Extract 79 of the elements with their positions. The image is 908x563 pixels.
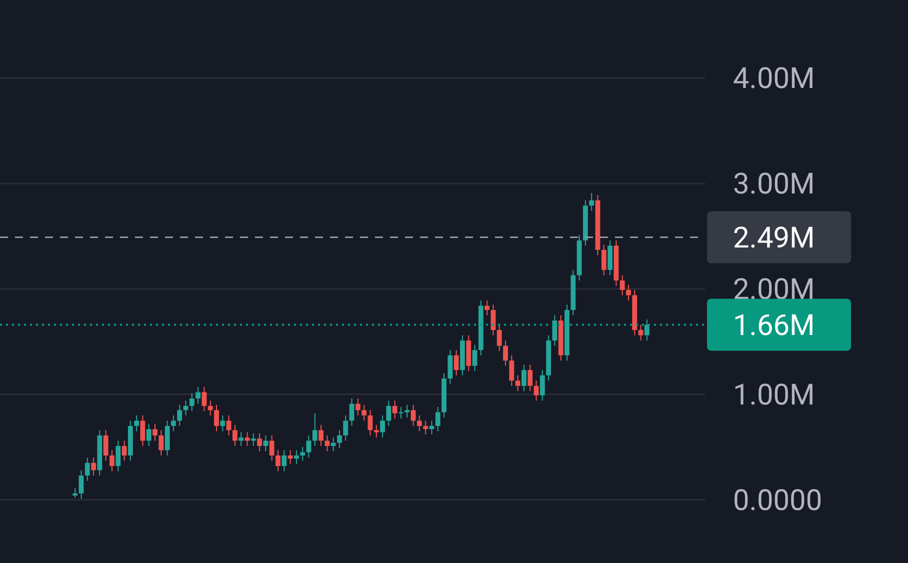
- candlestick: [220, 414, 226, 432]
- candlestick: [540, 370, 545, 402]
- candlestick: [472, 344, 478, 372]
- candlestick: [257, 432, 262, 452]
- y-tick-label: 2.00M: [733, 273, 815, 308]
- candlestick: [374, 424, 379, 438]
- candlestick: [122, 440, 127, 462]
- candlestick: [158, 430, 164, 456]
- candlestick: [509, 354, 514, 386]
- candlestick: [196, 386, 201, 404]
- candlestick: [72, 488, 78, 498]
- candlestick: [644, 318, 650, 342]
- candlestick: [91, 457, 96, 476]
- candlestick: [454, 350, 459, 376]
- candlestick: [380, 414, 385, 438]
- candlestick: [134, 414, 140, 432]
- candlestick: [515, 374, 520, 392]
- candlestick: [484, 300, 490, 316]
- candlestick: [208, 400, 213, 416]
- candlestick: [306, 434, 312, 458]
- candlestick: [398, 406, 404, 420]
- candlestick: [269, 434, 274, 462]
- candlestick: [423, 420, 428, 435]
- y-tick-label: 4.00M: [733, 62, 815, 96]
- candlestick: [171, 414, 176, 432]
- candlestick: [589, 192, 594, 212]
- candlestick: [503, 340, 508, 366]
- candlestick: [392, 400, 398, 420]
- candlestick: [404, 404, 410, 418]
- candlestick: [330, 437, 336, 452]
- candlestick: [528, 364, 533, 392]
- candlestick: [152, 423, 158, 442]
- ref-line-label: 1.66M: [733, 308, 815, 343]
- candlestick: [282, 450, 287, 472]
- candlestick: [276, 450, 280, 472]
- candlestick: [140, 414, 146, 446]
- candlestick: [177, 404, 182, 426]
- candlestick: [521, 364, 526, 392]
- candlestick: [534, 380, 539, 402]
- candlestick: [496, 324, 502, 352]
- candlestick: [294, 450, 299, 464]
- candlestick: [435, 406, 440, 432]
- candlestick: [232, 424, 238, 446]
- candlestick: [78, 470, 84, 500]
- candlestick: [490, 304, 496, 336]
- candlestick: [214, 404, 219, 432]
- candlestick: [300, 446, 306, 462]
- candlestick: [601, 244, 606, 276]
- candlestick: [620, 274, 625, 296]
- candlestick: [116, 440, 121, 472]
- candlestick: [337, 430, 342, 449]
- y-tick-label: 3.00M: [733, 168, 815, 202]
- candlestick: [552, 314, 558, 346]
- candlestick: [250, 432, 256, 446]
- candlestick: [312, 412, 318, 446]
- ref-line-label: 2.49M: [733, 221, 815, 256]
- candlestick: [638, 324, 644, 342]
- candlestick: [226, 414, 232, 436]
- candlestick: [238, 432, 244, 446]
- candlestick: [626, 284, 631, 301]
- candlestick: [110, 450, 114, 472]
- candlestick: [324, 434, 330, 452]
- candlestick: [189, 392, 194, 412]
- candlestick: [410, 404, 416, 426]
- candlestick: [318, 424, 324, 446]
- y-tick-label: 1.00M: [733, 378, 815, 412]
- candlestick: [355, 398, 360, 416]
- candlestick: [343, 414, 348, 442]
- candlestick: [84, 457, 90, 482]
- candlestick: [368, 410, 373, 436]
- candlestick: [103, 430, 108, 462]
- candlestick: [416, 414, 422, 432]
- candlestick: [263, 434, 268, 452]
- candlestick: [448, 350, 453, 384]
- candlestick: [386, 400, 392, 426]
- candlestick: [146, 423, 152, 446]
- candlestick: [202, 386, 207, 412]
- candlestick: [362, 404, 367, 422]
- y-tick-label: 0.0000: [733, 484, 822, 518]
